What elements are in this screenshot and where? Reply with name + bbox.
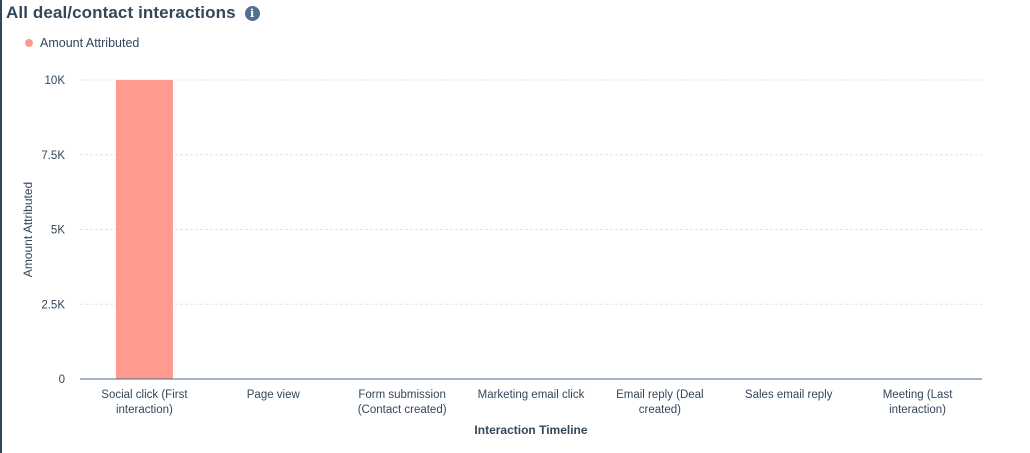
- x-tick-label: Meeting (Last: [883, 389, 953, 401]
- x-tick-label: Email reply (Deal: [616, 389, 704, 401]
- left-border: [0, 0, 2, 453]
- y-tick-label: 2.5K: [41, 299, 65, 311]
- chart-header: All deal/contact interactions i: [6, 3, 260, 23]
- y-tick-label: 7.5K: [41, 150, 65, 162]
- x-tick-label: created): [639, 404, 681, 416]
- info-icon[interactable]: i: [244, 5, 260, 21]
- x-tick-label: interaction): [116, 404, 173, 416]
- x-tick-label: Page view: [247, 389, 301, 401]
- x-tick-label: Marketing email click: [478, 389, 585, 401]
- x-tick-label: Form submission: [358, 389, 446, 401]
- legend-label: Amount Attributed: [40, 36, 140, 50]
- chart-legend[interactable]: Amount Attributed: [25, 36, 139, 50]
- x-tick-label: Sales email reply: [745, 389, 833, 401]
- bar: [115, 80, 173, 379]
- y-tick-label: 5K: [51, 225, 65, 237]
- x-tick-label: (Contact created): [358, 404, 447, 416]
- x-tick-label: interaction): [889, 404, 946, 416]
- chart-title: All deal/contact interactions: [6, 3, 236, 22]
- x-axis-title: Interaction Timeline: [474, 423, 587, 437]
- y-tick-label: 0: [59, 374, 65, 386]
- x-tick-label: Social click (First: [101, 389, 188, 401]
- legend-marker: [25, 39, 33, 47]
- y-tick-label: 10K: [45, 75, 66, 87]
- y-axis-title: Amount Attributed: [21, 182, 35, 277]
